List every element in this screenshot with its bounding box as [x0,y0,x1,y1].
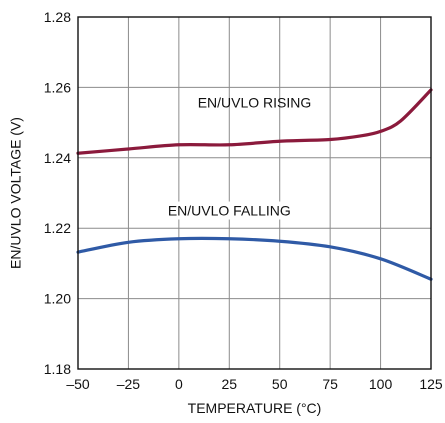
en-uvlo-rising-line [76,88,433,155]
x-tick-label: 25 [221,376,237,392]
en-uvlo-rising-label-group: EN/UVLO RISING [198,94,312,110]
plot-frame [77,16,432,370]
x-tick-label: 50 [272,376,288,392]
x-tick-label: 75 [322,376,338,392]
tick-labels: –50 –25 0 25 50 75 100 125 1.18 1.20 1.22 1.24 1.26 1… [44,9,443,392]
x-tick-label: 0 [175,376,183,392]
y-tick-label: 1.24 [44,150,71,166]
series-labels: EN/UVLO RISING EN/UVLO FALLING [163,94,312,220]
en-uvlo-falling-label-group: EN/UVLO FALLING [163,201,295,220]
en-uvlo-rising-label: EN/UVLO RISING [198,94,312,110]
y-tick-label: 1.22 [44,220,71,236]
x-tick-label: –50 [66,376,90,392]
y-axis-label: EN/UVLO VOLTAGE (V) [8,117,24,269]
x-axis-label: TEMPERATURE (°C) [188,400,322,416]
y-tick-label: 1.20 [44,291,71,307]
x-tick-label: –25 [117,376,141,392]
grid [78,17,431,369]
en-uvlo-falling-line [76,236,433,281]
en-uvlo-falling-label-backing [163,201,295,220]
en-uvlo-falling-label: EN/UVLO FALLING [168,203,291,219]
y-tick-label: 1.28 [44,9,71,25]
y-tick-label: 1.18 [44,361,71,377]
series-lines [76,88,433,281]
x-tick-label: 125 [419,376,443,392]
y-tick-label: 1.26 [44,79,71,95]
x-tick-label: 100 [369,376,393,392]
